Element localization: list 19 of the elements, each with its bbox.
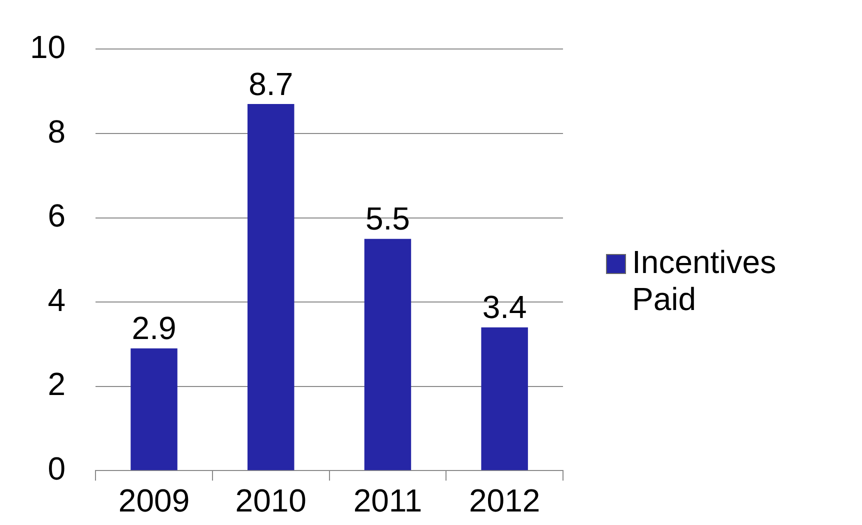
data-label: 3.4	[482, 289, 527, 326]
y-tick-label: 10	[30, 29, 66, 66]
data-label: 5.5	[365, 200, 410, 237]
data-label: 2.9	[132, 310, 176, 346]
y-tick-label: 0	[48, 450, 66, 486]
bar	[364, 238, 412, 470]
bar	[130, 348, 178, 470]
x-tick-label: 2009	[118, 482, 190, 519]
bar	[481, 327, 528, 470]
x-tick-label: 2012	[468, 482, 540, 519]
y-tick-label: 2	[48, 366, 66, 402]
bar	[248, 104, 294, 470]
x-tick-label: 2010	[235, 482, 306, 519]
x-tick-label: 2011	[353, 482, 422, 519]
y-tick-label: 8	[48, 113, 66, 150]
y-tick-label: 6	[48, 198, 66, 234]
legend-label: Incentives Paid	[632, 244, 778, 318]
data-label: 8.7	[248, 66, 294, 102]
y-tick-label: 4	[48, 282, 66, 318]
